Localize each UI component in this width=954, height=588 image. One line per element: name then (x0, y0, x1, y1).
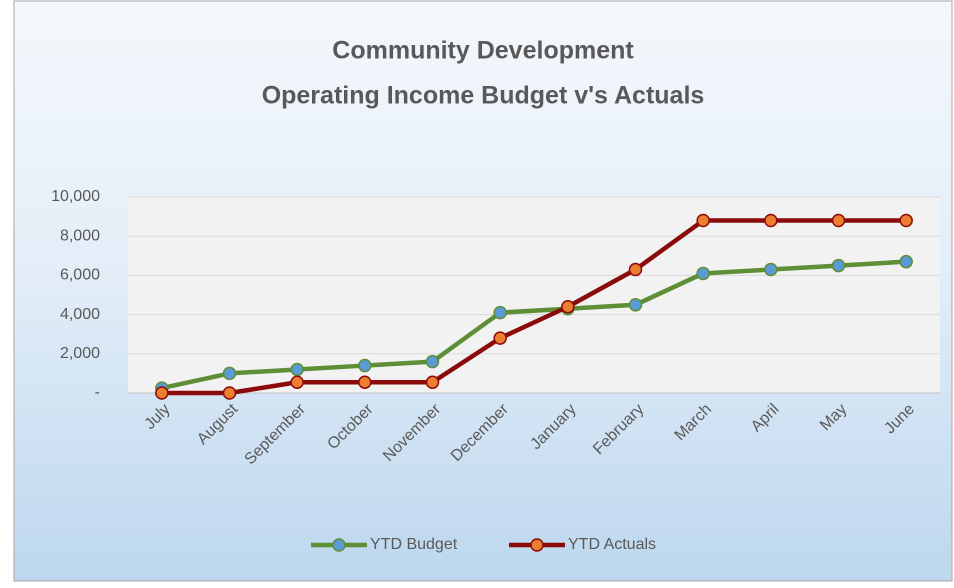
y-tick-label: 10,000 (51, 188, 100, 205)
data-point (899, 213, 913, 228)
legend-label: YTD Actuals (568, 536, 656, 553)
data-point (358, 375, 372, 389)
data-point (493, 331, 507, 345)
data-point (425, 375, 440, 389)
legend-label: YTD Budget (370, 536, 458, 553)
y-tick-label: 4,000 (60, 306, 100, 323)
series-line (161, 259, 907, 391)
data-point (628, 262, 643, 277)
data-point (425, 354, 440, 369)
data-point (899, 254, 913, 269)
y-tick-label: 6,000 (60, 267, 100, 284)
chart-title: Community Development (332, 37, 634, 65)
data-point (696, 213, 710, 228)
data-point (155, 386, 169, 400)
data-point (290, 362, 304, 377)
y-tick-label: - (95, 384, 100, 401)
legend-marker (332, 538, 346, 552)
legend-marker (530, 538, 544, 552)
data-point (628, 298, 643, 312)
data-point (493, 305, 507, 320)
data-point (222, 366, 237, 381)
series-line (161, 218, 907, 396)
data-point (831, 258, 846, 273)
data-point (764, 213, 778, 228)
plot-area (128, 197, 940, 393)
data-point (222, 386, 237, 400)
data-point (764, 262, 778, 277)
data-point (696, 266, 710, 281)
data-point (358, 358, 372, 373)
data-point (290, 375, 304, 389)
y-tick-label: 2,000 (60, 345, 100, 362)
data-point (561, 300, 575, 314)
data-point (831, 213, 846, 228)
chart-title: Operating Income Budget v's Actuals (262, 82, 705, 110)
y-tick-label: 8,000 (60, 227, 100, 244)
